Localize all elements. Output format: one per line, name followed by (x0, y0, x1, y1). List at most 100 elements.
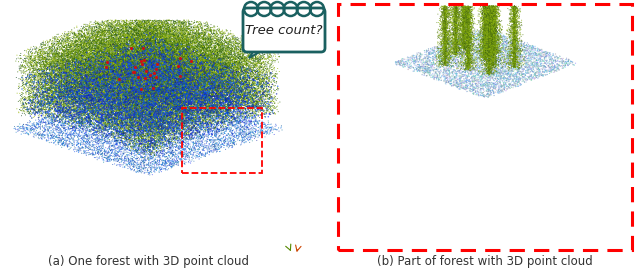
Point (463, 52, 474, 56)
Point (173, 72, 183, 76)
Point (168, 120, 179, 124)
Point (114, 57, 124, 61)
Point (108, 101, 118, 105)
Point (182, 137, 193, 141)
Point (136, 106, 147, 111)
Point (207, 76, 217, 80)
Point (124, 87, 134, 92)
Point (33, 108, 44, 112)
Point (460, 12, 470, 16)
Point (120, 95, 131, 99)
Point (483, 59, 493, 64)
Point (157, 41, 168, 45)
Point (131, 56, 141, 60)
Point (156, 66, 166, 70)
Point (172, 114, 182, 119)
Point (146, 106, 156, 111)
Point (88, 86, 98, 91)
Point (230, 78, 240, 82)
Point (108, 111, 118, 116)
Point (95, 98, 105, 102)
Point (147, 106, 157, 111)
Point (130, 63, 140, 68)
Point (103, 63, 113, 67)
Point (91, 125, 101, 130)
Point (132, 86, 142, 90)
Point (36, 71, 46, 76)
Point (139, 80, 149, 84)
Point (129, 94, 139, 98)
Point (488, 53, 499, 57)
Point (69, 145, 79, 149)
Point (79, 38, 89, 42)
Point (470, 81, 481, 86)
Point (201, 24, 211, 29)
Point (248, 102, 258, 106)
Point (509, 45, 519, 50)
Point (84, 40, 95, 44)
Point (228, 85, 239, 90)
Point (459, 26, 469, 31)
Point (125, 77, 135, 81)
Point (450, 18, 460, 22)
Point (155, 112, 165, 117)
Point (14, 107, 24, 112)
Point (91, 80, 101, 84)
Point (52, 58, 63, 63)
Point (120, 106, 131, 111)
Point (91, 110, 101, 115)
Point (76, 102, 86, 106)
Point (148, 72, 159, 76)
Point (147, 59, 157, 63)
Point (462, 31, 472, 36)
Point (165, 66, 175, 71)
Point (540, 68, 550, 72)
Point (41, 60, 51, 64)
Point (48, 61, 58, 65)
Point (480, 27, 490, 32)
Point (482, 34, 492, 39)
Point (534, 60, 545, 64)
Point (461, 4, 471, 9)
Point (179, 80, 189, 85)
Point (150, 82, 161, 86)
Point (131, 99, 141, 103)
Point (147, 29, 157, 33)
Point (460, 43, 470, 47)
Point (96, 84, 106, 88)
Point (157, 73, 167, 77)
Point (136, 107, 147, 111)
Point (71, 42, 81, 47)
Point (118, 62, 129, 66)
Point (83, 54, 93, 58)
Point (509, 57, 519, 61)
Point (458, 11, 468, 15)
Point (92, 88, 102, 93)
Point (465, 43, 475, 47)
Point (120, 45, 130, 50)
Point (182, 45, 192, 50)
Point (461, 29, 471, 34)
Point (130, 103, 140, 108)
Point (211, 116, 221, 121)
Point (484, 36, 495, 41)
Point (98, 46, 108, 50)
Point (191, 69, 202, 73)
Point (218, 53, 228, 57)
Point (211, 75, 221, 79)
Point (488, 47, 499, 52)
Point (85, 38, 95, 42)
Point (467, 32, 477, 37)
Point (58, 122, 68, 126)
Point (125, 50, 135, 54)
Point (170, 96, 180, 100)
Point (159, 115, 169, 119)
Point (225, 66, 236, 71)
Point (132, 40, 143, 45)
Point (207, 75, 217, 79)
Point (478, 37, 488, 41)
Point (84, 120, 94, 124)
Point (51, 64, 61, 68)
Point (98, 95, 108, 100)
Point (228, 62, 238, 67)
